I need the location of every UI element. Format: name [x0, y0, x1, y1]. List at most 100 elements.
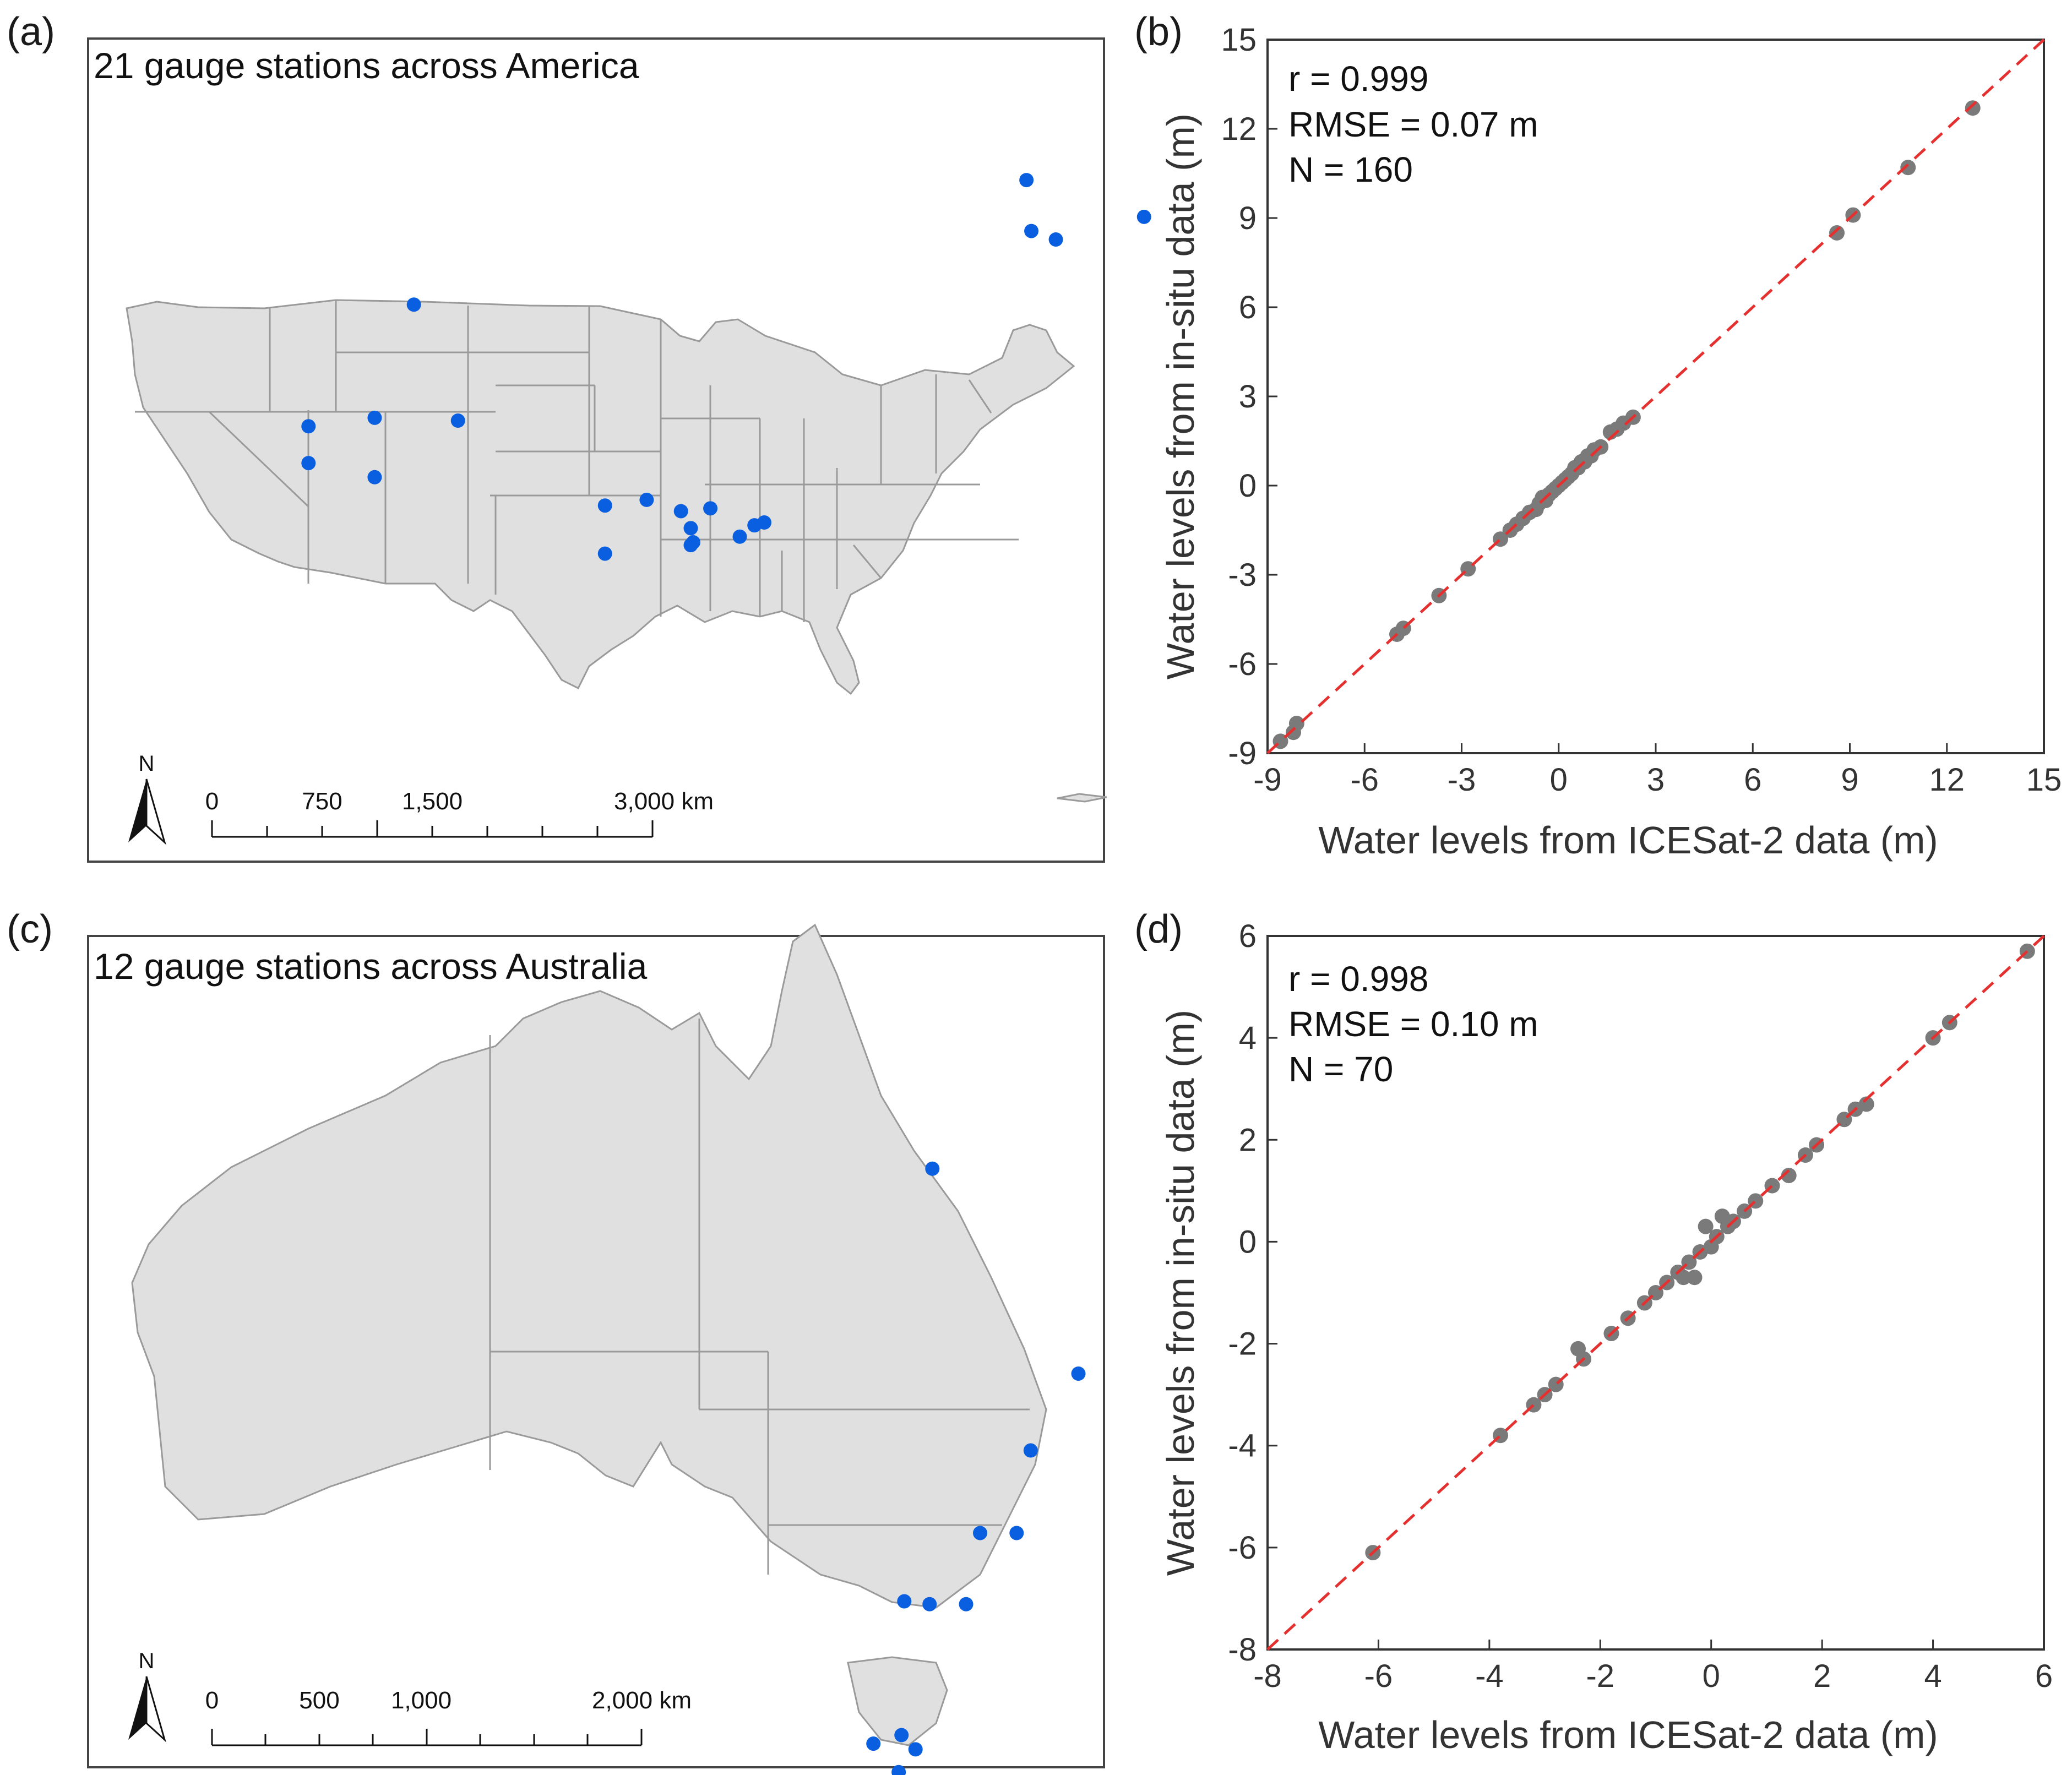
- stats-d: r = 0.998 RMSE = 0.10 m N = 70: [1288, 959, 1538, 1089]
- scale-label: 3,000 km: [614, 788, 714, 815]
- gauge-station-marker: [301, 456, 316, 471]
- y-tick-label: -8: [1228, 1632, 1257, 1668]
- north-arrow-icon: [145, 778, 166, 845]
- gauge-station-marker: [891, 1765, 906, 1775]
- y-tick-label: 12: [1221, 111, 1257, 147]
- data-point: [1829, 225, 1845, 241]
- gauge-station-marker: [894, 1728, 909, 1743]
- x-tick-label: 0: [1550, 762, 1568, 798]
- x-axis-label-b: Water levels from ICESat-2 data (m): [1318, 819, 1938, 862]
- gauge-station-marker: [406, 297, 421, 312]
- data-point: [1781, 1168, 1797, 1184]
- x-tick-label: 3: [1647, 762, 1665, 798]
- stat-n: N = 70: [1288, 1049, 1393, 1089]
- gauge-station-marker: [757, 515, 771, 530]
- north-arrow-icon: [128, 1676, 146, 1740]
- gauge-station-marker: [922, 1597, 937, 1611]
- stat-rmse: RMSE = 0.07 m: [1288, 105, 1538, 144]
- gauge-station-marker: [1009, 1526, 1024, 1540]
- x-tick-label: 6: [2035, 1658, 2053, 1694]
- gauge-station-marker: [1048, 232, 1063, 247]
- scale-label: 1,500: [402, 788, 463, 815]
- gauge-station-marker: [597, 498, 612, 513]
- x-tick-label: 12: [1929, 762, 1965, 798]
- y-tick-label: -9: [1228, 736, 1257, 771]
- y-tick-label: 6: [1239, 918, 1257, 954]
- gauge-station-marker: [959, 1597, 974, 1611]
- data-point: [1858, 1096, 1874, 1112]
- scale-label: 2,000 km: [592, 1687, 692, 1714]
- panel-letter-a: (a): [7, 10, 55, 54]
- north-label-c: N: [139, 1649, 155, 1673]
- gauge-station-marker: [639, 492, 654, 507]
- panel-letter-d: (d): [1134, 907, 1183, 951]
- us-station-layer: [301, 173, 1151, 561]
- gauge-station-marker: [673, 504, 688, 519]
- gauge-station-marker: [1136, 209, 1151, 224]
- north-label-a: N: [139, 752, 155, 776]
- x-tick-label: -6: [1350, 762, 1379, 798]
- gauge-station-marker: [973, 1526, 987, 1540]
- gauge-station-marker: [1024, 224, 1039, 238]
- au-station-layer: [866, 1161, 1086, 1775]
- x-tick-label: 9: [1841, 762, 1858, 798]
- stat-r: r = 0.999: [1288, 59, 1428, 99]
- gauge-station-marker: [1023, 1443, 1038, 1458]
- data-point: [1288, 716, 1304, 731]
- one-to-one-line: [1266, 935, 2045, 1651]
- x-tick-label: 0: [1703, 1658, 1720, 1694]
- gauge-station-marker: [866, 1736, 881, 1751]
- gauge-station-marker: [597, 546, 612, 561]
- y-tick-label: 2: [1239, 1122, 1257, 1158]
- scale-bar-a: 0 750 1,500 3,000 km: [205, 788, 714, 838]
- x-axis-label-d: Water levels from ICESat-2 data (m): [1318, 1713, 1938, 1756]
- scale-bar-c: 0 500 1,000 2,000 km: [205, 1687, 692, 1746]
- north-arrow-a: N: [128, 752, 166, 845]
- y-tick-label: -3: [1228, 557, 1257, 593]
- plot-area-b: -9 -6 -3 0 3 6 9 12 15 -9 -6 -3 0 3 6 9 12 15: [1221, 22, 2062, 798]
- stat-r: r = 0.998: [1288, 959, 1428, 999]
- panel-c: (c) 12 gauge stations across Australia N…: [7, 907, 1105, 1775]
- gauge-station-marker: [732, 529, 747, 544]
- y-tick-label: 9: [1239, 200, 1257, 236]
- australia-state-borders: [489, 1019, 1030, 1575]
- x-tick-label: -6: [1364, 1658, 1393, 1694]
- gauge-station-marker: [703, 501, 718, 516]
- tasmania-outline: [847, 1656, 948, 1746]
- gauge-station-marker: [683, 538, 698, 553]
- scale-label: 1,000: [391, 1687, 452, 1714]
- x-tick-label: -2: [1586, 1658, 1614, 1694]
- stat-rmse: RMSE = 0.10 m: [1288, 1004, 1538, 1044]
- panel-letter-c: (c): [7, 907, 53, 951]
- gauge-station-marker: [301, 419, 316, 434]
- panel-d: (d) -8 -6 -4 -2 0 2 4 6 -8 -6 -4 -2 0 2 4 6 r = 0.998 R…: [1134, 907, 2053, 1756]
- x-tick-label: -8: [1253, 1658, 1282, 1694]
- scale-label: 750: [302, 788, 342, 815]
- panel-b: (b) -9 -6 -3 0 3 6 9 12 15 -9 -6 -3 0 3 6 9 12 15 r = 0.9…: [1134, 10, 2062, 862]
- gauge-station-marker: [925, 1161, 940, 1176]
- one-to-one-line: [1266, 39, 2045, 754]
- stats-b: r = 0.999 RMSE = 0.07 m N = 160: [1288, 59, 1538, 189]
- gauge-station-marker: [367, 410, 382, 425]
- y-tick-label: 6: [1239, 290, 1257, 325]
- y-tick-label: 15: [1221, 22, 1257, 58]
- panel-letter-b: (b): [1134, 10, 1183, 54]
- y-tick-label: -4: [1228, 1428, 1257, 1464]
- x-tick-label: 15: [2026, 762, 2062, 798]
- north-arrow-icon: [145, 1676, 166, 1743]
- north-arrow-c: N: [128, 1649, 166, 1743]
- north-arrow-icon: [128, 779, 146, 842]
- y-axis-label-b: Water levels from in-situ data (m): [1159, 113, 1202, 679]
- y-axis-label-d: Water levels from in-situ data (m): [1159, 1010, 1202, 1576]
- data-point: [1965, 100, 1981, 116]
- australia-outline: [131, 923, 1047, 1609]
- plot-area-d: -8 -6 -4 -2 0 2 4 6 -8 -6 -4 -2 0 2 4 6: [1228, 918, 2053, 1694]
- map-title-a: 21 gauge stations across America: [94, 45, 639, 86]
- data-point: [1676, 1270, 1692, 1286]
- y-tick-label: -2: [1228, 1326, 1257, 1362]
- gauge-station-marker: [683, 521, 698, 536]
- data-point: [1900, 160, 1916, 176]
- gauge-station-marker: [367, 470, 382, 484]
- us-land: [126, 299, 1107, 803]
